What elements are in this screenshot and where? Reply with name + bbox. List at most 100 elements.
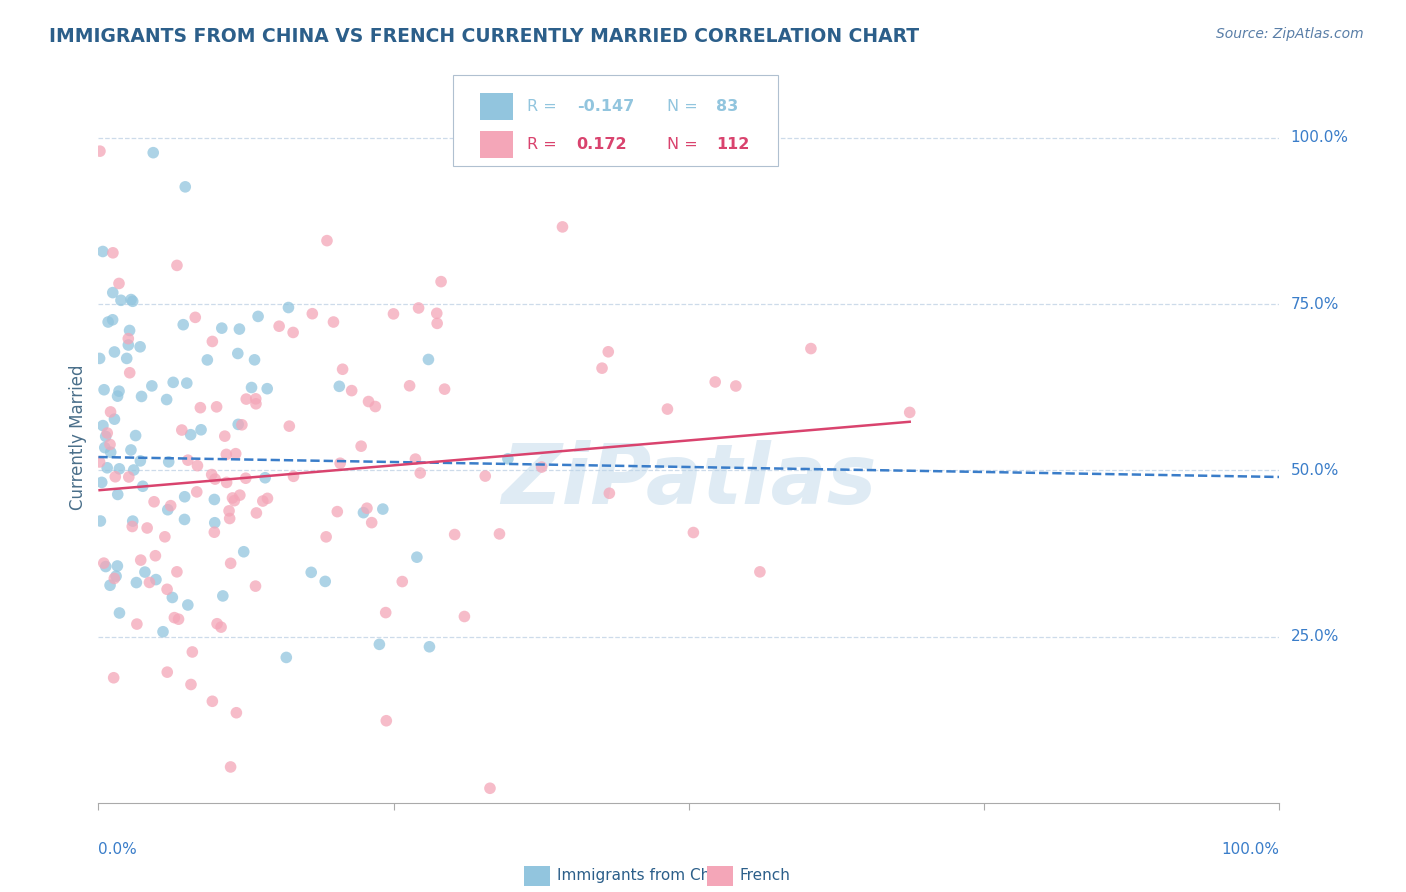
Point	[232, 545, 254, 559]
Point	[391, 574, 413, 589]
Text: 83: 83	[716, 99, 738, 114]
Point	[94, 441, 117, 455]
Point	[215, 475, 238, 490]
Point	[364, 400, 387, 414]
Point	[91, 244, 114, 259]
Point	[195, 352, 218, 367]
FancyBboxPatch shape	[479, 94, 513, 120]
Point	[115, 351, 138, 366]
Point	[121, 514, 143, 528]
Point	[235, 392, 257, 406]
Point	[245, 392, 267, 406]
Point	[173, 490, 195, 504]
Point	[488, 527, 510, 541]
Point	[371, 502, 394, 516]
Point	[177, 453, 200, 467]
Text: R =: R =	[527, 137, 562, 152]
Point	[256, 491, 278, 506]
Text: 0.0%: 0.0%	[98, 842, 138, 856]
Point	[91, 418, 114, 433]
Point	[252, 494, 274, 508]
Point	[103, 571, 125, 585]
Point	[186, 484, 208, 499]
Point	[94, 429, 117, 443]
Point	[143, 495, 166, 509]
Point	[152, 624, 174, 639]
Point	[478, 781, 501, 796]
Text: 100.0%: 100.0%	[1222, 842, 1279, 856]
Point	[657, 402, 679, 417]
Point	[90, 475, 112, 490]
Point	[89, 455, 111, 469]
Point	[240, 380, 263, 394]
Point	[245, 506, 267, 520]
Point	[110, 293, 132, 308]
Point	[136, 521, 159, 535]
Point	[156, 582, 179, 597]
Text: IMMIGRANTS FROM CHINA VS FRENCH CURRENTLY MARRIED CORRELATION CHART: IMMIGRANTS FROM CHINA VS FRENCH CURRENTL…	[49, 27, 920, 45]
Point	[228, 322, 250, 336]
Point	[101, 245, 124, 260]
Point	[329, 456, 352, 470]
Point	[120, 442, 142, 457]
Point	[89, 514, 111, 528]
Point	[551, 219, 574, 234]
Point	[117, 332, 139, 346]
Point	[190, 401, 212, 415]
Point	[225, 706, 247, 720]
Point	[181, 645, 204, 659]
Point	[180, 427, 202, 442]
Y-axis label: Currently Married: Currently Married	[69, 364, 87, 510]
Text: 75.0%: 75.0%	[1291, 297, 1339, 311]
Point	[131, 389, 153, 403]
Point	[177, 598, 200, 612]
Point	[101, 313, 124, 327]
Text: 0.172: 0.172	[576, 137, 627, 152]
Point	[231, 417, 253, 432]
Point	[107, 389, 129, 403]
Point	[118, 470, 141, 484]
Text: 112: 112	[716, 137, 749, 152]
Point	[326, 505, 349, 519]
Point	[245, 579, 267, 593]
Text: French: French	[740, 869, 790, 883]
Point	[89, 351, 111, 366]
Point	[224, 493, 246, 508]
Point	[186, 458, 208, 473]
Point	[398, 378, 420, 392]
Point	[156, 502, 179, 516]
Point	[299, 566, 322, 580]
Point	[229, 488, 252, 502]
Point	[108, 462, 131, 476]
Point	[235, 471, 257, 485]
Point	[453, 609, 475, 624]
Point	[132, 479, 155, 493]
Point	[406, 550, 429, 565]
Point	[121, 519, 143, 533]
Point	[166, 259, 188, 273]
Point	[281, 326, 304, 340]
Point	[433, 382, 456, 396]
Point	[277, 301, 299, 315]
Point	[276, 650, 298, 665]
Point	[350, 439, 373, 453]
Point	[682, 525, 704, 540]
Point	[93, 383, 115, 397]
Point	[204, 516, 226, 530]
Point	[356, 501, 378, 516]
Point	[93, 556, 115, 570]
Point	[598, 344, 620, 359]
Point	[360, 516, 382, 530]
Point	[283, 469, 305, 483]
Point	[101, 285, 124, 300]
Point	[100, 445, 122, 459]
Point	[226, 346, 249, 360]
Point	[301, 307, 323, 321]
Point	[97, 315, 120, 329]
Point	[157, 455, 180, 469]
Point	[418, 640, 440, 654]
Text: Source: ZipAtlas.com: Source: ZipAtlas.com	[1216, 27, 1364, 41]
Point	[122, 463, 145, 477]
Point	[117, 338, 139, 352]
Point	[176, 376, 198, 391]
